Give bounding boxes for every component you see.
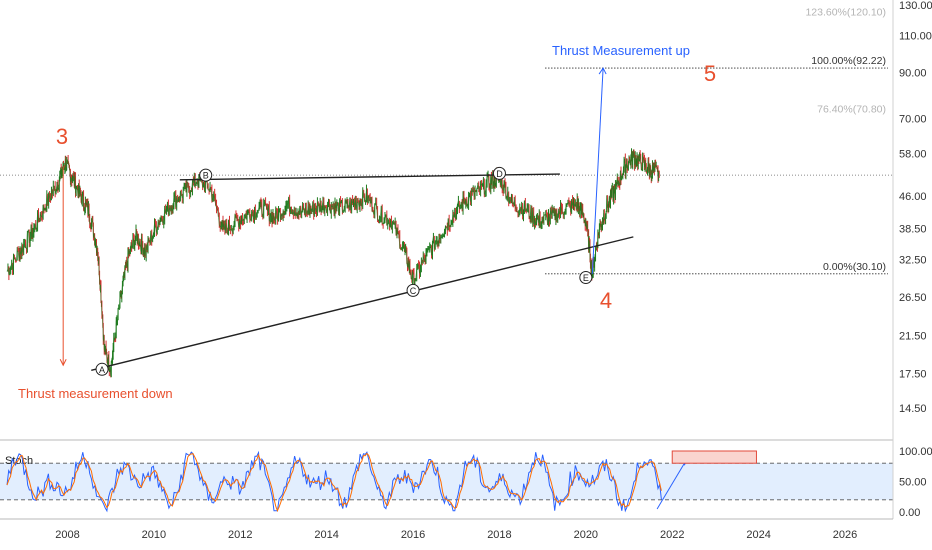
- wave-number-label: 3: [56, 124, 68, 149]
- trendline-lower: [91, 236, 634, 372]
- fib-level-label: 0.00%(30.10): [823, 261, 886, 273]
- x-tick-label: 2008: [55, 529, 79, 541]
- wave-letter-circle: [579, 271, 593, 285]
- thrust-up-arrow: [591, 68, 604, 274]
- wave-label-layer: Thrust measurement down Thrust Measuremen…: [18, 43, 716, 401]
- y-tick-label: 110.00: [899, 31, 932, 43]
- y-tick-label: 38.50: [899, 224, 927, 236]
- trendline-layer: 123.60%(120.10) 100.00%(92.22) 76.40%(70.8…: [0, 7, 893, 372]
- y-tick-label: 32.50: [899, 255, 927, 267]
- y-tick-label: 90.00: [899, 68, 927, 80]
- stoch-up-arrow: [656, 458, 688, 510]
- x-tick-label: 2018: [487, 529, 511, 541]
- wave-letter-label: B: [203, 171, 209, 181]
- stoch-y-tick-label: 50.00: [899, 477, 927, 489]
- x-tick-label: 2010: [142, 529, 166, 541]
- wave-letter-label: A: [99, 365, 105, 375]
- y-tick-label: 14.50: [899, 403, 927, 415]
- thrust-up-label: Thrust Measurement up: [552, 43, 690, 58]
- x-tick-label: 2012: [228, 529, 252, 541]
- x-tick-label: 2022: [660, 529, 684, 541]
- wave-letter-circle: [492, 166, 506, 180]
- y-tick-label: 70.00: [899, 114, 927, 126]
- x-tick-label: 2026: [833, 529, 857, 541]
- stoch-y-tick-label: 0.00: [899, 507, 920, 519]
- stoch-title: Stoch: [5, 455, 33, 467]
- y-tick-label: 17.50: [899, 368, 927, 380]
- x-tick-label: 2014: [314, 529, 338, 541]
- y-tick-label: 21.50: [899, 331, 927, 343]
- stoch-y-tick-label: 100.00: [899, 446, 932, 458]
- wave-number-label: 5: [704, 61, 716, 86]
- wave-letter-label: C: [410, 286, 417, 296]
- stoch-highlight-box: [671, 450, 757, 464]
- y-tick-label: 46.00: [899, 191, 927, 203]
- stoch-k-line: [6, 450, 662, 513]
- y-tick-label: 58.00: [899, 148, 927, 160]
- stoch-band: [0, 463, 893, 500]
- x-tick-label: 2020: [574, 529, 598, 541]
- fib-level-label: 123.60%(120.10): [805, 7, 886, 19]
- y-tick-label: 130.00: [899, 0, 932, 12]
- thrust-up-arrowhead: [598, 67, 607, 75]
- stoch-band-layer: [0, 462, 893, 501]
- x-tick-label: 2024: [746, 529, 770, 541]
- price-line: [6, 151, 660, 377]
- stoch-layer: Stoch: [5, 450, 757, 513]
- x-tick-label: 2016: [401, 529, 425, 541]
- wave-letter-circle: [406, 283, 420, 297]
- fib-level-label: 76.40%(70.80): [817, 104, 886, 116]
- wave-letter-label: E: [583, 273, 589, 283]
- thrust-down-arrowhead: [59, 359, 67, 367]
- wave-letter-label: D: [496, 169, 503, 179]
- wave-letter-circle: [199, 168, 213, 182]
- y-tick-label: 26.50: [899, 292, 927, 304]
- stoch-d-line: [6, 452, 662, 513]
- fib-level-label: 100.00%(92.22): [811, 55, 886, 67]
- wave-number-label: 4: [600, 288, 612, 313]
- thrust-down-label: Thrust measurement down: [18, 386, 173, 401]
- price-layer: [6, 148, 660, 378]
- wave-letter-circle: [95, 362, 109, 376]
